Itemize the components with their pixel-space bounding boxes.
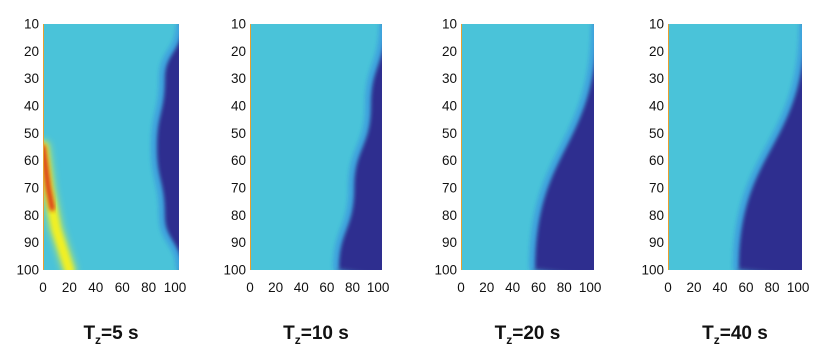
x-tick-label: 60 (115, 280, 130, 295)
x-tick-label: 20 (479, 280, 494, 295)
x-tick-label: 80 (765, 280, 780, 295)
title-main: T (83, 323, 95, 344)
panel-title: Tz=10 s (283, 323, 349, 347)
panel-title: Tz=40 s (702, 323, 768, 347)
x-tick-label: 80 (141, 280, 156, 295)
y-tick-label: 20 (231, 44, 246, 59)
y-tick-label: 80 (442, 208, 457, 223)
y-tick-label: 10 (24, 17, 39, 32)
y-tick-label: 40 (442, 99, 457, 114)
y-tick-label: 90 (649, 235, 664, 250)
x-tick-label: 60 (531, 280, 546, 295)
y-tick-label: 80 (231, 208, 246, 223)
y-tick-label: 50 (442, 126, 457, 141)
x-tick-label: 0 (664, 280, 672, 295)
title-main: T (702, 323, 714, 344)
x-tick-label: 80 (557, 280, 572, 295)
y-tick-label: 60 (649, 153, 664, 168)
y-tick-label: 60 (231, 153, 246, 168)
title-subscript: z (95, 333, 101, 347)
y-tick-label: 80 (649, 208, 664, 223)
title-subscript: z (714, 333, 720, 347)
x-tick-label: 40 (505, 280, 520, 295)
y-tick-label: 100 (223, 263, 246, 278)
y-tick-label: 50 (24, 126, 39, 141)
y-tick-label: 100 (434, 263, 457, 278)
title-rest: =20 s (512, 323, 560, 344)
front-edge (333, 24, 382, 270)
title-main: T (495, 323, 507, 344)
x-tick-label: 100 (164, 280, 187, 295)
y-tick-label: 10 (649, 17, 664, 32)
y-tick-label: 30 (231, 71, 246, 86)
x-tick-label: 60 (739, 280, 754, 295)
title-subscript: z (506, 333, 512, 347)
y-tick-label: 40 (649, 99, 664, 114)
x-tick-label: 100 (579, 280, 602, 295)
x-tick-label: 20 (268, 280, 283, 295)
title-main: T (283, 323, 295, 344)
y-tick-label: 50 (231, 126, 246, 141)
x-tick-label: 40 (294, 280, 309, 295)
y-tick-label: 50 (649, 126, 664, 141)
front-edge (733, 24, 802, 270)
y-tick-label: 70 (24, 181, 39, 196)
x-tick-label: 0 (39, 280, 47, 295)
hotspot-peak (43, 144, 55, 211)
y-tick-label: 90 (231, 235, 246, 250)
x-tick-label: 0 (457, 280, 465, 295)
y-tick-label: 70 (442, 181, 457, 196)
x-tick-label: 100 (367, 280, 390, 295)
x-tick-label: 60 (319, 280, 334, 295)
y-tick-label: 100 (16, 263, 39, 278)
y-tick-label: 30 (442, 71, 457, 86)
title-rest: =5 s (101, 323, 139, 344)
x-tick-label: 40 (88, 280, 103, 295)
y-tick-label: 20 (442, 44, 457, 59)
y-tick-label: 40 (231, 99, 246, 114)
y-tick-label: 90 (24, 235, 39, 250)
y-tick-label: 40 (24, 99, 39, 114)
x-tick-label: 40 (713, 280, 728, 295)
title-rest: =10 s (301, 323, 349, 344)
y-tick-label: 30 (649, 71, 664, 86)
title-subscript: z (295, 333, 301, 347)
panel-title: Tz=20 s (495, 323, 561, 347)
y-tick-label: 30 (24, 71, 39, 86)
front-edge (529, 24, 594, 270)
y-tick-label: 60 (442, 153, 457, 168)
y-tick-label: 60 (24, 153, 39, 168)
y-tick-label: 70 (231, 181, 246, 196)
y-tick-label: 10 (231, 17, 246, 32)
y-tick-label: 70 (649, 181, 664, 196)
x-tick-label: 20 (62, 280, 77, 295)
x-tick-label: 20 (687, 280, 702, 295)
x-tick-label: 100 (787, 280, 810, 295)
low-region (153, 24, 179, 270)
front-edge (151, 24, 179, 270)
y-tick-label: 20 (24, 44, 39, 59)
y-tick-label: 80 (24, 208, 39, 223)
x-tick-label: 0 (246, 280, 254, 295)
x-tick-label: 80 (345, 280, 360, 295)
y-tick-label: 20 (649, 44, 664, 59)
y-tick-label: 100 (641, 263, 664, 278)
panel-title: Tz=5 s (83, 323, 138, 347)
title-rest: =40 s (720, 323, 768, 344)
y-tick-label: 10 (442, 17, 457, 32)
y-tick-label: 90 (442, 235, 457, 250)
